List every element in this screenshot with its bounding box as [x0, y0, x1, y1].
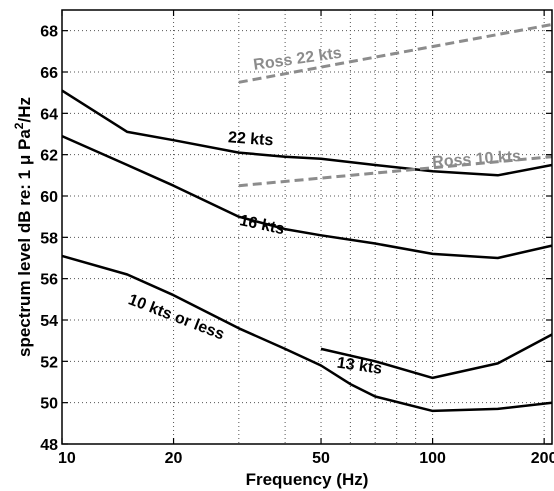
series-line-22-kts [61, 89, 553, 177]
series-line-13-kts [320, 333, 553, 380]
x-tick-label: 10 [58, 450, 76, 467]
series-label-ross-22-kts: Ross 22 kts [252, 45, 343, 74]
y-tick-label: 66 [40, 65, 58, 82]
x-tick-label: 50 [312, 450, 330, 467]
x-axis-label: Frequency (Hz) [246, 470, 369, 489]
series-line-10-kts-or-less [61, 254, 553, 413]
series-label-ross-10-kts: Ross 10 kts [432, 148, 522, 171]
x-tick-label: 200 [531, 450, 554, 467]
y-tick-label: 58 [40, 230, 58, 247]
y-tick-label: 54 [40, 313, 58, 330]
plot-frame [61, 9, 553, 445]
y-tick-label: 52 [40, 354, 58, 371]
series-label-16-kts: 16 kts [238, 212, 286, 238]
y-tick-label: 60 [40, 189, 58, 206]
x-tick-label: 20 [165, 450, 183, 467]
y-tick-label: 56 [40, 272, 58, 289]
series-label-13-kts: 13 kts [336, 355, 383, 378]
axis-ticks: 48 50 52 54 56 58 60 62 64 66 68 10 20 50 100 200 [40, 10, 554, 467]
y-tick-label: 64 [40, 106, 58, 123]
y-tick-label: 62 [40, 148, 58, 165]
y-axis-label: spectrum level dB re: 1 μ Pa2/Hz [12, 97, 34, 357]
y-tick-label: 68 [40, 24, 58, 41]
y-tick-label: 48 [40, 437, 58, 454]
x-tick-label: 100 [419, 450, 446, 467]
series-line-ross-10-kts [238, 155, 553, 188]
y-tick-label: 50 [40, 396, 58, 413]
series-line-16-kts [61, 134, 553, 260]
series-label-22-kts: 22 kts [227, 129, 274, 149]
grid [62, 10, 552, 444]
series-line-ross-22-kts [238, 23, 553, 84]
series-label-10-kts-or-less: 10 kts or less [126, 291, 227, 343]
series-labels: 22 kts 16 kts 10 kts or less 13 kts Ross 22 … [126, 45, 522, 378]
series-lines [61, 23, 553, 413]
